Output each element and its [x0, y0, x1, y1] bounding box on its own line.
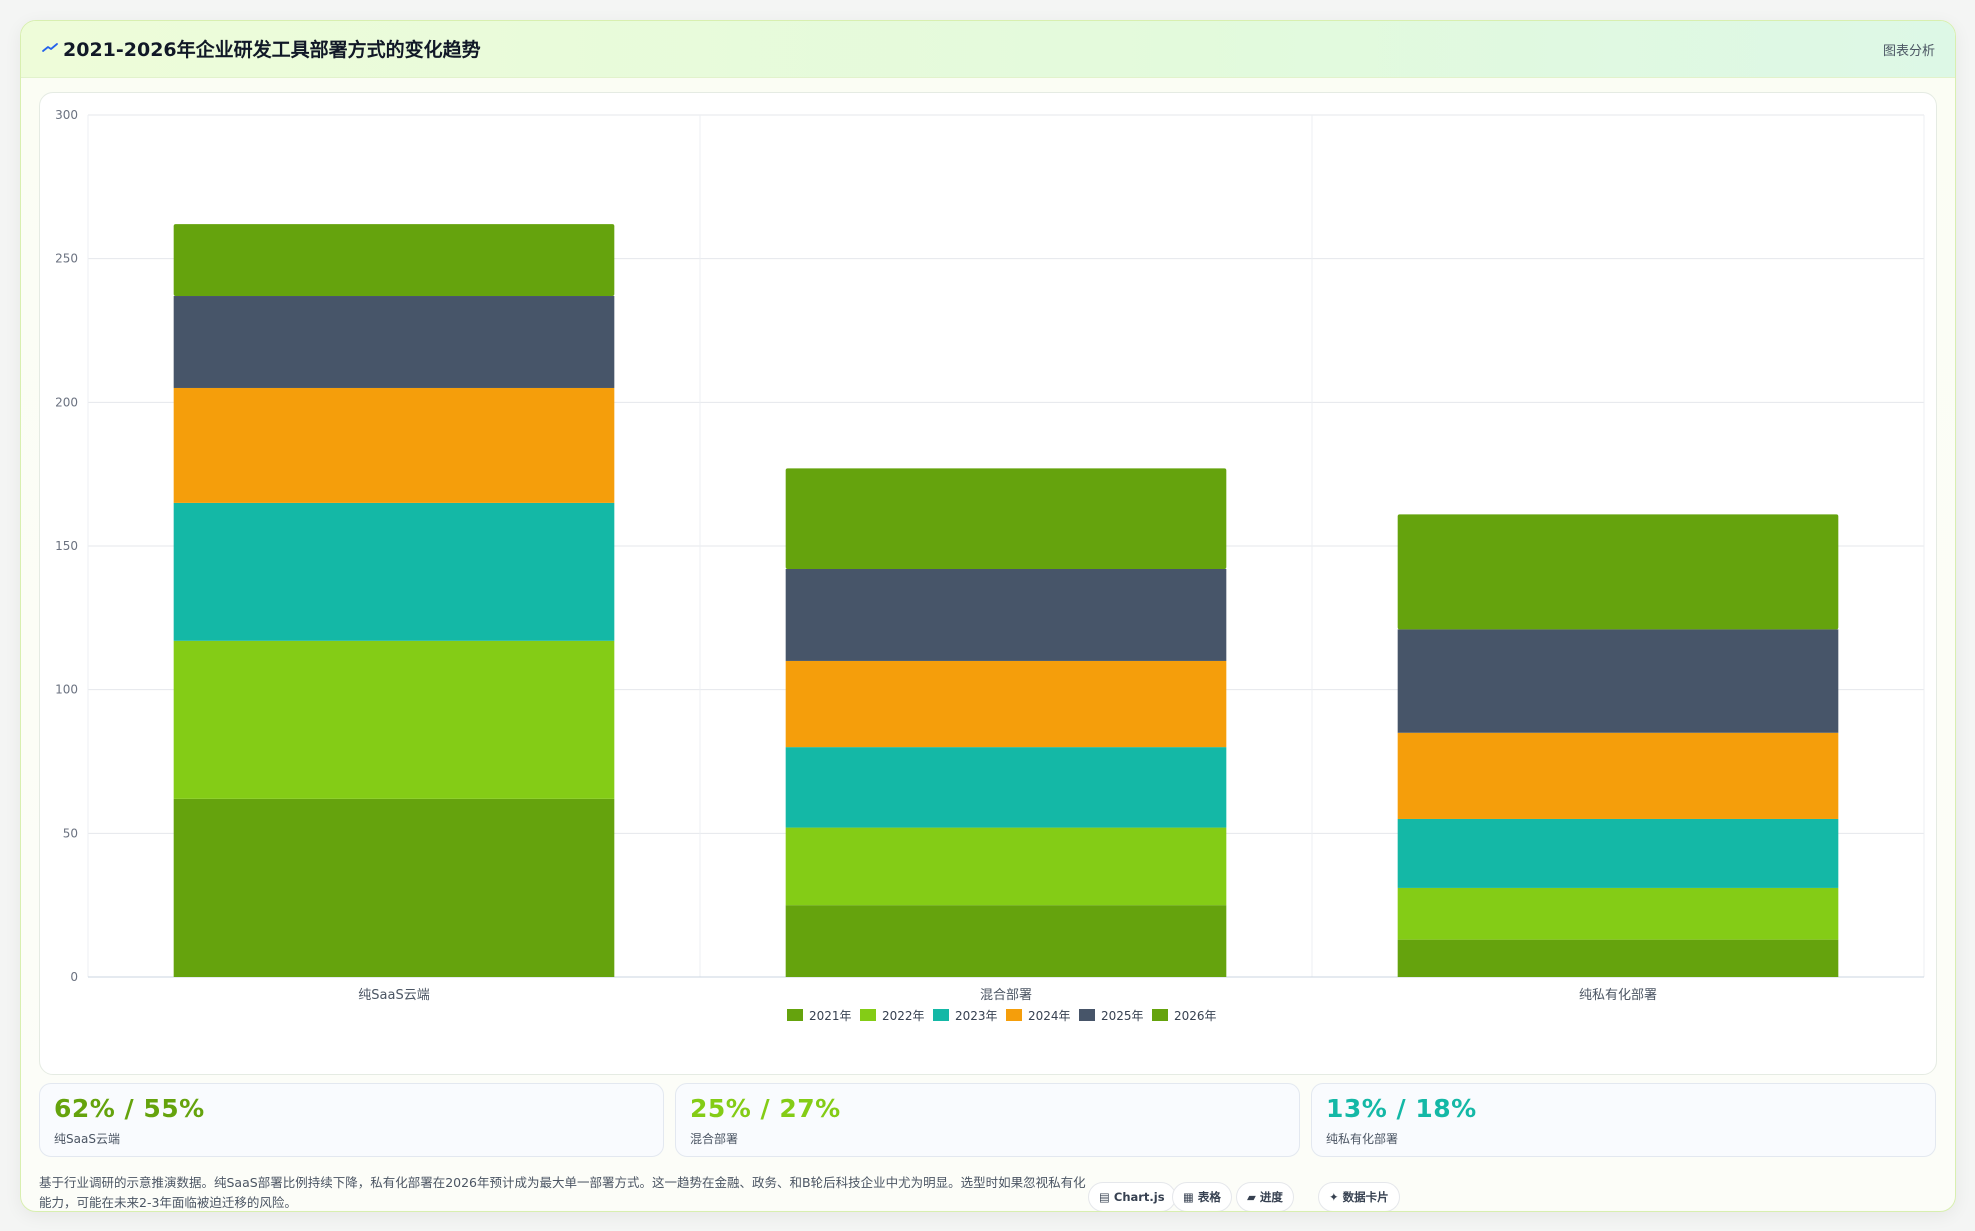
legend-label: 2021年 [809, 1009, 852, 1023]
y-tick-label: 250 [55, 252, 78, 266]
table-icon: ▦ [1183, 1190, 1198, 1204]
legend-swatch [1152, 1009, 1168, 1021]
bar-segment [785, 468, 1227, 569]
stacked-bar-chart: 0 50 100 150 200 250 300 纯SaaS云端 混合部署 纯私有化部署 2021年… [55, 108, 1925, 1023]
chart-icon: ▤ [1099, 1190, 1114, 1204]
bar-segment [785, 747, 1227, 828]
stat-label: 混合部署 [690, 1132, 739, 1146]
bar-segment [173, 502, 615, 641]
bar-segment [1397, 514, 1839, 630]
stat-value: 25% / 27% [690, 1094, 841, 1123]
bar-segment [173, 798, 615, 977]
legend-label: 2024年 [1028, 1009, 1071, 1023]
legend-label: 2022年 [882, 1009, 925, 1023]
chip-table[interactable]: ▦ 表格 [1172, 1182, 1232, 1211]
chip-label: 进度 [1259, 1190, 1283, 1204]
legend-swatch [1079, 1009, 1095, 1021]
stat-card-hybrid: 25% / 27% 混合部署 [675, 1083, 1300, 1157]
legend-swatch [1006, 1009, 1022, 1021]
bar-segment [1397, 732, 1839, 819]
x-tick-label: 混合部署 [980, 988, 1032, 1003]
bar-segment [785, 827, 1227, 906]
stat-value: 13% / 18% [1326, 1094, 1477, 1123]
chip-label: Chart.js [1113, 1190, 1165, 1204]
footnote: 基于行业调研的示意推演数据。纯SaaS部署比例持续下降，私有化部署在2026年预… [39, 1175, 1086, 1210]
stat-card-private: 13% / 18% 纯私有化部署 [1311, 1083, 1936, 1157]
y-tick-label: 0 [70, 970, 78, 984]
legend-swatch [933, 1009, 949, 1021]
legend-label: 2023年 [955, 1009, 998, 1023]
legend-label: 2025年 [1101, 1009, 1144, 1023]
bar-segment [173, 224, 615, 297]
y-tick-label: 300 [55, 108, 78, 122]
bar-segment [173, 387, 615, 503]
chip-label: 表格 [1197, 1190, 1221, 1204]
bar-segment [1397, 629, 1839, 733]
card-header: 2021-2026年企业研发工具部署方式的变化趋势 图表分析 [21, 21, 1955, 78]
progress-icon: ▰ [1247, 1190, 1260, 1204]
chip-progress[interactable]: ▰ 进度 [1236, 1182, 1294, 1211]
stat-cards: 62% / 55% 纯SaaS云端 25% / 27% 混合部署 13% / 1… [39, 1083, 1936, 1157]
bar-segment [785, 905, 1227, 977]
chip-data-card[interactable]: ✦ 数据卡片 [1318, 1182, 1400, 1211]
legend-label: 2026年 [1174, 1009, 1217, 1023]
chart-analysis-tag: 图表分析 [1882, 44, 1935, 59]
stat-value: 62% / 55% [54, 1094, 205, 1123]
y-tick-label: 200 [55, 395, 78, 409]
bar-segment [785, 568, 1227, 661]
stat-label: 纯SaaS云端 [54, 1132, 120, 1146]
chart-area: 0 50 100 150 200 250 300 纯SaaS云端 混合部署 纯私有化部署 2021年… [39, 92, 1937, 1075]
bar-segment [785, 660, 1227, 748]
bar-segment [1397, 939, 1839, 977]
bar-segment [173, 640, 615, 799]
x-tick-label: 纯SaaS云端 [358, 988, 429, 1003]
stat-label: 纯私有化部署 [1326, 1132, 1399, 1146]
legend-swatch [787, 1009, 803, 1021]
chart-title: 2021-2026年企业研发工具部署方式的变化趋势 [63, 39, 481, 61]
y-tick-label: 50 [63, 826, 78, 840]
y-tick-label: 150 [55, 539, 78, 553]
bar-segment [1397, 887, 1839, 940]
sparkle-icon: ✦ [1329, 1190, 1343, 1204]
chip-chartjs[interactable]: ▤ Chart.js [1088, 1182, 1176, 1211]
legend-swatch [860, 1009, 876, 1021]
chip-label: 数据卡片 [1342, 1190, 1389, 1204]
bar-segment [1397, 818, 1839, 888]
y-tick-label: 100 [55, 683, 78, 697]
stat-card-saas: 62% / 55% 纯SaaS云端 [39, 1083, 664, 1157]
chart-card: 2021-2026年企业研发工具部署方式的变化趋势 图表分析 0 50 100 150… [20, 20, 1956, 1212]
trend-line-icon [42, 43, 58, 52]
bar-segment [173, 296, 615, 388]
x-tick-label: 纯私有化部署 [1579, 988, 1657, 1003]
